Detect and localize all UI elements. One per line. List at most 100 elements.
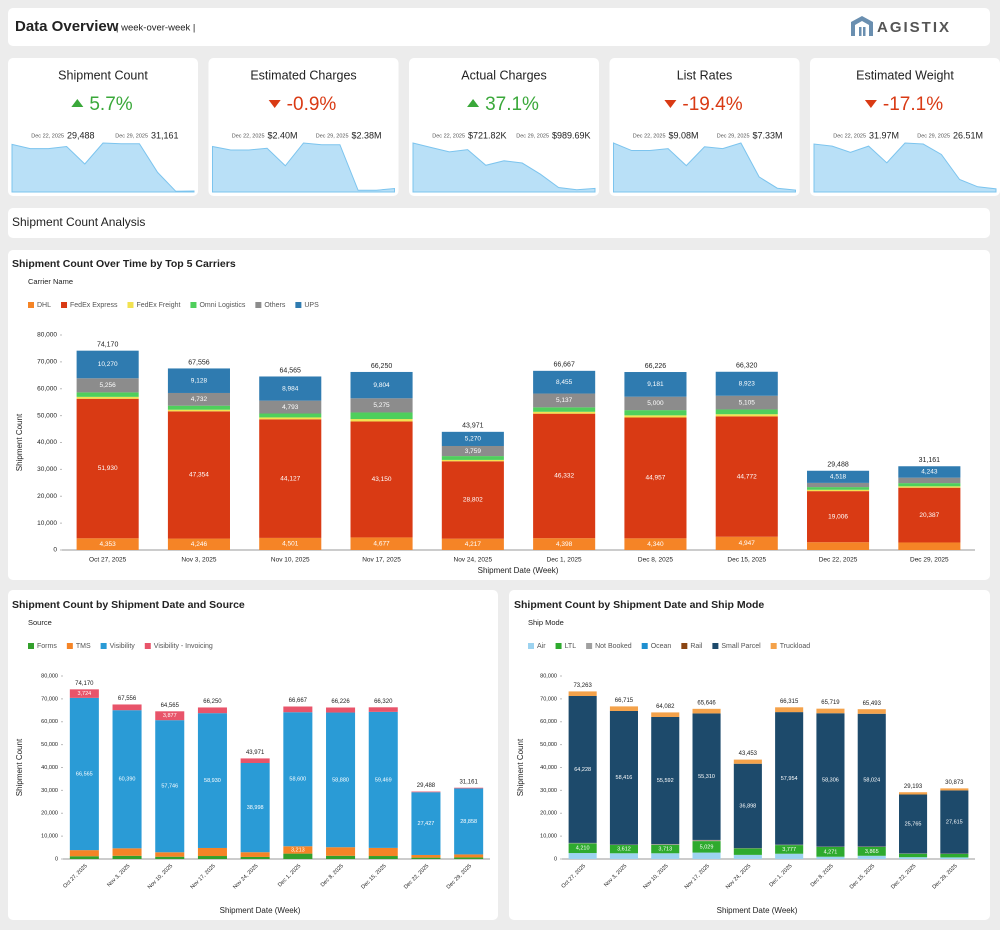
kpi-value: 31,161 <box>151 130 179 140</box>
legend-swatch <box>770 643 777 649</box>
bar-segment <box>112 848 142 856</box>
bar-total-label: 64,565 <box>280 367 302 374</box>
bar-segment <box>775 712 804 845</box>
bar-total-label: 29,488 <box>417 783 436 789</box>
logo-text: AGISTIX <box>877 19 951 36</box>
kpi-date: Dec 22, 2025 <box>833 133 866 139</box>
bar-segment <box>69 689 99 698</box>
bar-segment <box>733 854 762 859</box>
bar-segment <box>899 792 928 795</box>
legend-label: Ocean <box>651 643 672 650</box>
y-tick-label: 50,000 <box>540 742 557 748</box>
legend-label: Omni Logistics <box>199 302 245 309</box>
x-tick-label: Dec 8, 2025 <box>638 557 673 564</box>
bar-total-label: 66,315 <box>780 699 799 705</box>
bar-value-label: 19,006 <box>828 513 848 520</box>
bar-segment <box>568 853 597 859</box>
y-tick-label: 50,000 <box>37 412 57 419</box>
bar-value-label: 5,275 <box>373 402 390 409</box>
bar-total-label: 65,719 <box>821 700 840 706</box>
kpi-value: $7.33M <box>753 130 783 140</box>
kpi-arrow <box>268 100 281 108</box>
bar-segment <box>155 720 185 853</box>
y-tick-label: 70,000 <box>37 359 57 366</box>
bar-value-label: 28,858 <box>460 819 477 825</box>
bar-segment <box>692 708 721 714</box>
bar-value-label: 4,732 <box>191 396 208 403</box>
bar-value-label: 58,416 <box>616 775 633 781</box>
bar-total-label: 67,556 <box>118 696 137 702</box>
legend-label: Air <box>537 643 546 650</box>
y-tick-label: 80,000 <box>41 673 58 679</box>
bar-total-label: 66,667 <box>289 698 308 704</box>
bar-segment <box>411 792 441 855</box>
bar-segment <box>899 794 928 854</box>
bar-segment <box>112 855 142 859</box>
bar-segment <box>240 852 270 857</box>
logo-bar <box>859 27 862 36</box>
bar-segment <box>259 419 322 538</box>
kpi-arrow <box>71 99 84 107</box>
kpi-arrow <box>664 100 677 108</box>
bar-segment <box>898 486 961 488</box>
bar-segment <box>775 853 804 859</box>
bar-value-label: 3,759 <box>465 448 482 455</box>
bar-segment <box>155 852 185 857</box>
y-axis-label: Shipment Count <box>15 413 24 471</box>
bar-value-label: 44,127 <box>280 475 300 482</box>
bar-value-label: 51,930 <box>98 465 118 472</box>
kpi-date: Dec 29, 2025 <box>316 133 349 139</box>
bar-value-label: 5,029 <box>700 844 714 850</box>
bar-value-label: 5,270 <box>465 436 482 443</box>
bar-value-label: 4,518 <box>830 474 847 481</box>
y-tick-label: 60,000 <box>540 719 557 725</box>
bar-segment <box>167 368 230 393</box>
bar-value-label: 4,677 <box>373 540 390 547</box>
legend-swatch <box>712 643 719 649</box>
bar-segment <box>368 707 398 712</box>
bar-segment <box>940 857 969 859</box>
x-tick-label: Nov 17, 2025 <box>362 557 401 564</box>
bar-total-label: 66,715 <box>615 698 634 704</box>
legend-label: Rail <box>690 643 703 650</box>
kpi-change: 5.7% <box>89 94 132 115</box>
bar-segment <box>692 852 721 859</box>
bar-segment <box>568 691 597 696</box>
legend-swatch <box>681 643 688 649</box>
bar-segment <box>441 538 504 550</box>
bar-segment <box>816 846 845 857</box>
bar-segment <box>533 411 596 414</box>
bar-total-label: 73,263 <box>573 683 592 689</box>
bar-segment <box>76 378 139 393</box>
bar-value-label: 25,765 <box>905 821 922 827</box>
bar-segment <box>441 459 504 462</box>
legend-label: Visibility <box>110 643 136 650</box>
bar-value-label: 4,217 <box>465 541 482 548</box>
bar-total-label: 64,082 <box>656 704 675 710</box>
bar-segment <box>533 393 596 408</box>
bar-segment <box>326 855 356 859</box>
bar-segment <box>167 409 230 412</box>
kpi-change: 37.1% <box>485 94 539 115</box>
x-tick-label: Oct 27, 2025 <box>89 557 127 564</box>
bar-segment <box>816 713 845 847</box>
bar-segment <box>898 487 961 543</box>
bar-segment <box>609 710 638 845</box>
bar-value-label: 4,353 <box>100 541 117 548</box>
legend-swatch <box>528 643 534 649</box>
bar-segment <box>940 853 969 858</box>
bar-value-label: 8,455 <box>556 379 573 386</box>
bar-segment <box>167 405 230 410</box>
bar-segment <box>609 706 638 711</box>
bar-total-label: 66,320 <box>374 699 393 705</box>
bar-segment <box>368 847 398 857</box>
legend-swatch <box>144 643 151 649</box>
bar-segment <box>326 712 356 848</box>
chart-title: Shipment Count by Shipment Date and Ship… <box>514 599 764 611</box>
bar-total-label: 30,873 <box>945 780 964 786</box>
bar-value-label: 4,271 <box>824 849 838 855</box>
bar-value-label: 64,228 <box>574 767 591 773</box>
bar-value-label: 59,469 <box>375 777 392 783</box>
section-title: Shipment Count Analysis <box>12 215 145 229</box>
bar-segment <box>807 491 870 543</box>
